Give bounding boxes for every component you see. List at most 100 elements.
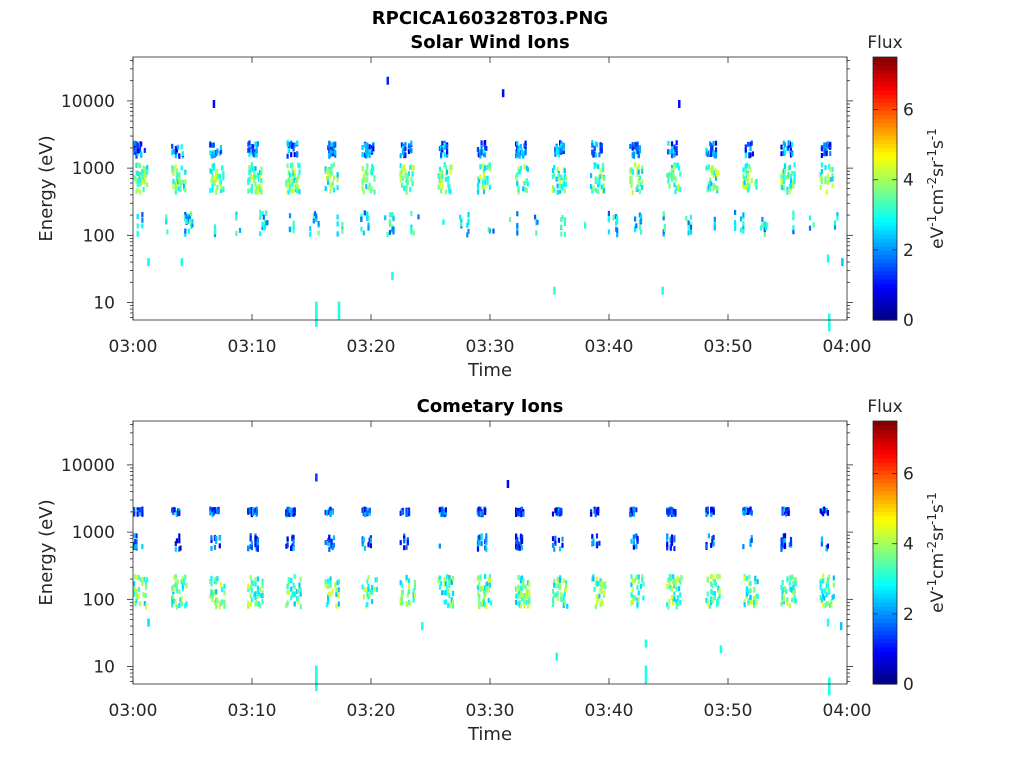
- heatmap-cell: [637, 146, 640, 152]
- colorbar-segment: [873, 523, 897, 529]
- colorbar-segment: [873, 482, 897, 488]
- heatmap-cell: [329, 148, 332, 154]
- colorbar-segment: [873, 568, 897, 574]
- heatmap-point: [828, 677, 831, 696]
- heatmap-cell: [557, 579, 560, 584]
- heatmap-cell: [134, 539, 137, 544]
- heatmap-cell: [255, 506, 258, 512]
- heatmap-cell: [637, 579, 640, 585]
- heatmap-cell: [484, 585, 487, 591]
- heatmap-cell: [522, 186, 525, 192]
- heatmap-cell: [747, 172, 750, 178]
- heatmap-cell: [369, 537, 372, 543]
- heatmap-cell: [516, 211, 519, 217]
- heatmap-cell: [717, 600, 720, 606]
- heatmap-cell: [594, 152, 597, 158]
- heatmap-cell: [215, 536, 218, 541]
- colorbar-segment: [873, 548, 897, 554]
- heatmap-cell: [437, 184, 440, 190]
- heatmap-cell: [641, 165, 644, 171]
- heatmap-cell: [256, 593, 259, 599]
- heatmap-cell: [630, 512, 633, 518]
- heatmap-cell: [629, 179, 632, 185]
- heatmap-cell: [247, 600, 250, 606]
- heatmap-cell: [755, 184, 758, 190]
- heatmap-cell: [173, 507, 176, 513]
- heatmap-cell: [140, 577, 143, 583]
- heatmap-cell: [184, 231, 187, 237]
- y-tick-label: 1000: [72, 159, 115, 179]
- heatmap-cell: [443, 509, 446, 515]
- heatmap-cell: [755, 178, 758, 184]
- heatmap-cell: [632, 540, 635, 546]
- heatmap-cell: [788, 575, 791, 581]
- colorbar-segment: [873, 585, 897, 591]
- heatmap-cell: [407, 600, 411, 605]
- heatmap-cell: [786, 509, 789, 515]
- heatmap-cell: [756, 579, 759, 585]
- heatmap-cell: [184, 603, 187, 609]
- heatmap-cell: [829, 141, 832, 147]
- heatmap-cell: [565, 181, 568, 187]
- heatmap-cell: [328, 151, 331, 157]
- heatmap-cell: [446, 151, 449, 157]
- heatmap-cell: [219, 149, 223, 155]
- heatmap-cell: [484, 602, 487, 608]
- heatmap-cell: [526, 580, 530, 586]
- heatmap-cell: [140, 180, 143, 186]
- heatmap-cell: [292, 228, 295, 234]
- heatmap-cell: [254, 577, 257, 583]
- heatmap-cell: [831, 594, 834, 600]
- heatmap-cell: [336, 221, 339, 227]
- heatmap-cell: [337, 592, 340, 598]
- heatmap-cell: [639, 182, 643, 188]
- heatmap-cell: [290, 586, 293, 592]
- heatmap-cell: [516, 545, 519, 551]
- heatmap-cell: [782, 147, 785, 152]
- heatmap-cell: [674, 189, 677, 195]
- heatmap-cell: [744, 176, 747, 181]
- heatmap-cell: [209, 142, 212, 148]
- heatmap-cell: [143, 172, 146, 178]
- heatmap-cell: [595, 600, 599, 606]
- heatmap-cell: [766, 222, 769, 228]
- y-axis-label: Energy (eV): [36, 135, 57, 241]
- heatmap-cell: [438, 575, 441, 581]
- heatmap-cell: [248, 507, 251, 513]
- heatmap-cell: [252, 151, 255, 157]
- heatmap-cell: [367, 225, 370, 231]
- heatmap-cell: [760, 225, 763, 231]
- heatmap-cell: [523, 598, 526, 604]
- heatmap-cell: [479, 574, 482, 580]
- heatmap-cell: [467, 228, 470, 234]
- colorbar-segment: [873, 675, 897, 681]
- heatmap-cell: [247, 147, 250, 153]
- heatmap-cell: [216, 173, 219, 179]
- heatmap-cell: [331, 141, 334, 147]
- heatmap-cell: [209, 593, 212, 599]
- heatmap-cell: [476, 147, 480, 152]
- heatmap-cell: [409, 165, 412, 170]
- heatmap-cell: [492, 228, 495, 234]
- heatmap-cell: [679, 599, 682, 605]
- heatmap-cell: [190, 211, 193, 217]
- heatmap-cell: [485, 582, 488, 587]
- colorbar-segment: [873, 295, 897, 301]
- heatmap-cell: [136, 178, 139, 184]
- heatmap-cell: [138, 189, 142, 195]
- heatmap-cell: [449, 577, 452, 583]
- heatmap-cell: [517, 185, 520, 191]
- heatmap-cell: [406, 508, 409, 514]
- heatmap-cell: [134, 176, 137, 182]
- heatmap-cell: [763, 232, 766, 238]
- heatmap-cell: [716, 172, 719, 178]
- heatmap-cell: [286, 506, 289, 512]
- heatmap-cell: [329, 188, 332, 194]
- heatmap-cell: [135, 170, 138, 176]
- colorbar-segment: [873, 126, 897, 132]
- heatmap-point: [421, 622, 424, 631]
- heatmap-cell: [375, 586, 378, 592]
- heatmap-cell: [293, 172, 296, 178]
- heatmap-cell: [405, 601, 408, 607]
- heatmap-cell: [363, 142, 367, 148]
